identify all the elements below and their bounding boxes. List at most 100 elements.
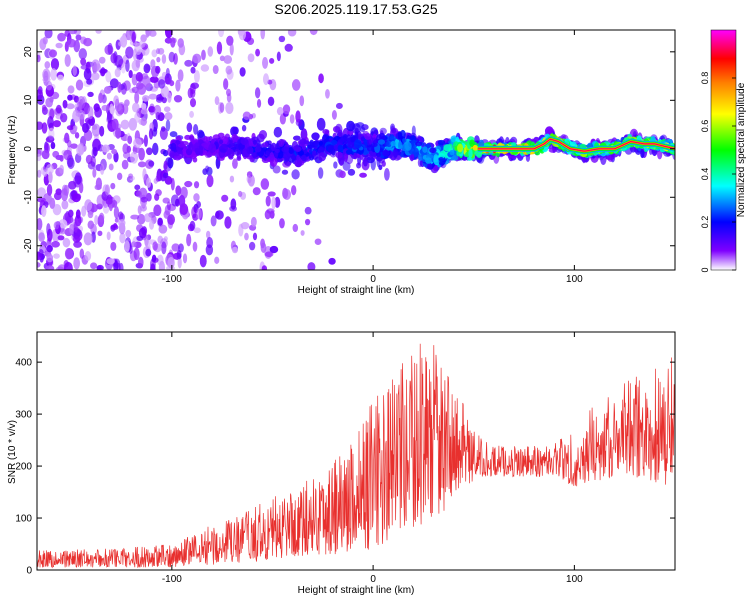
heatmap-cell xyxy=(53,221,60,230)
heatmap-cell xyxy=(99,125,105,137)
heatmap-cell xyxy=(49,197,56,210)
heatmap-cell xyxy=(375,152,382,157)
heatmap-cell xyxy=(110,241,117,251)
heatmap-cell xyxy=(294,146,302,152)
heatmap-cell xyxy=(429,147,437,154)
heatmap-cell xyxy=(312,150,317,157)
heatmap-cell xyxy=(413,147,420,158)
heatmap-cell xyxy=(114,217,119,223)
spectrogram-x-label: Height of straight line (km) xyxy=(298,285,415,296)
heatmap-cell xyxy=(99,163,105,175)
heatmap-cell xyxy=(250,216,257,227)
heatmap-cell xyxy=(94,184,102,191)
snr-series-line xyxy=(37,343,675,569)
heatmap-cell xyxy=(333,161,338,169)
heatmap-cell xyxy=(264,209,271,220)
heatmap-cell xyxy=(132,147,142,153)
heatmap-cell xyxy=(128,173,133,179)
heatmap-cell xyxy=(353,152,358,160)
heatmap-cell xyxy=(438,156,444,162)
heatmap-cell xyxy=(219,102,225,113)
heatmap-cell xyxy=(63,261,73,270)
heatmap-cell xyxy=(46,245,53,253)
heatmap-cell xyxy=(210,215,217,227)
heatmap-cell xyxy=(252,139,257,145)
heatmap-cell xyxy=(260,30,266,40)
heatmap-cell xyxy=(322,129,330,135)
heatmap-cell xyxy=(78,110,86,120)
heatmap-cell xyxy=(125,229,132,238)
colorbar-tick-label: 0.4 xyxy=(700,168,710,181)
heatmap-cell xyxy=(157,217,163,226)
heatmap-cell xyxy=(377,139,386,145)
heatmap-cell xyxy=(85,154,93,165)
heatmap-cell xyxy=(156,48,161,55)
heatmap-cell xyxy=(111,148,118,155)
heatmap-cell xyxy=(120,35,128,48)
heatmap-cell xyxy=(269,152,275,162)
heatmap-cell xyxy=(378,132,386,141)
heatmap-cell xyxy=(214,96,220,106)
heatmap-cell xyxy=(57,32,66,42)
heatmap-cell xyxy=(133,138,142,149)
heatmap-cell xyxy=(384,168,390,181)
snr-x-tick-label: 0 xyxy=(370,574,376,585)
spectrogram-y-tick-label: 0 xyxy=(23,146,34,152)
heatmap-cell xyxy=(134,91,140,104)
heatmap-cell xyxy=(41,205,47,218)
heatmap-cell xyxy=(238,30,247,41)
heatmap-cell xyxy=(193,124,199,135)
heatmap-cell xyxy=(281,146,290,153)
figure-title: S206.2025.119.17.53.G25 xyxy=(274,1,437,17)
heatmap-cell xyxy=(49,96,54,103)
heatmap-cell xyxy=(207,46,214,57)
heatmap-cell xyxy=(370,127,379,137)
heatmap-cell xyxy=(67,94,73,101)
heatmap-cell xyxy=(347,168,356,176)
heatmap-cell xyxy=(311,132,320,141)
spectrogram-x-tick-label: -100 xyxy=(162,274,182,285)
heatmap-cell xyxy=(260,178,270,190)
heatmap-cell xyxy=(124,240,130,253)
heatmap-cell xyxy=(49,108,55,120)
heatmap-cell xyxy=(127,135,133,145)
heatmap-cell xyxy=(362,157,368,167)
heatmap-cell xyxy=(100,67,106,77)
heatmap-cell xyxy=(52,120,61,128)
heatmap-cell xyxy=(46,223,51,236)
heatmap-cell xyxy=(229,205,237,212)
heatmap-cell xyxy=(317,167,324,179)
heatmap-cell xyxy=(299,95,305,107)
heatmap-cell xyxy=(136,235,144,241)
heatmap-cell xyxy=(240,137,249,146)
heatmap-cell xyxy=(111,118,119,131)
heatmap-cell xyxy=(68,30,78,35)
heatmap-cell xyxy=(153,204,162,216)
heatmap-cell xyxy=(137,213,146,225)
heatmap-cell xyxy=(194,147,200,154)
heatmap-cell xyxy=(173,95,183,103)
heatmap-cell xyxy=(196,200,201,209)
heatmap-cell xyxy=(74,132,80,139)
heatmap-cell xyxy=(397,141,403,150)
heatmap-cell xyxy=(264,251,274,258)
heatmap-cell xyxy=(196,129,205,139)
heatmap-cell xyxy=(292,135,301,141)
heatmap-cell xyxy=(276,106,284,116)
heatmap-cell xyxy=(148,160,155,167)
heatmap-cell xyxy=(214,210,224,220)
heatmap-cell xyxy=(144,213,152,223)
heatmap-cell xyxy=(52,204,62,216)
snr-y-tick-label: 200 xyxy=(15,462,32,473)
heatmap-cell xyxy=(143,63,151,74)
heatmap-cell xyxy=(114,102,122,112)
heatmap-cell xyxy=(258,130,268,140)
heatmap-cell xyxy=(57,235,65,241)
heatmap-cell xyxy=(449,149,455,156)
heatmap-cell xyxy=(344,153,349,160)
heatmap-cell xyxy=(41,149,50,160)
heatmap-cell xyxy=(107,42,113,55)
heatmap-cell xyxy=(450,155,459,161)
heatmap-cell xyxy=(150,59,156,68)
spectrogram-x-tick-label: 0 xyxy=(370,274,376,285)
